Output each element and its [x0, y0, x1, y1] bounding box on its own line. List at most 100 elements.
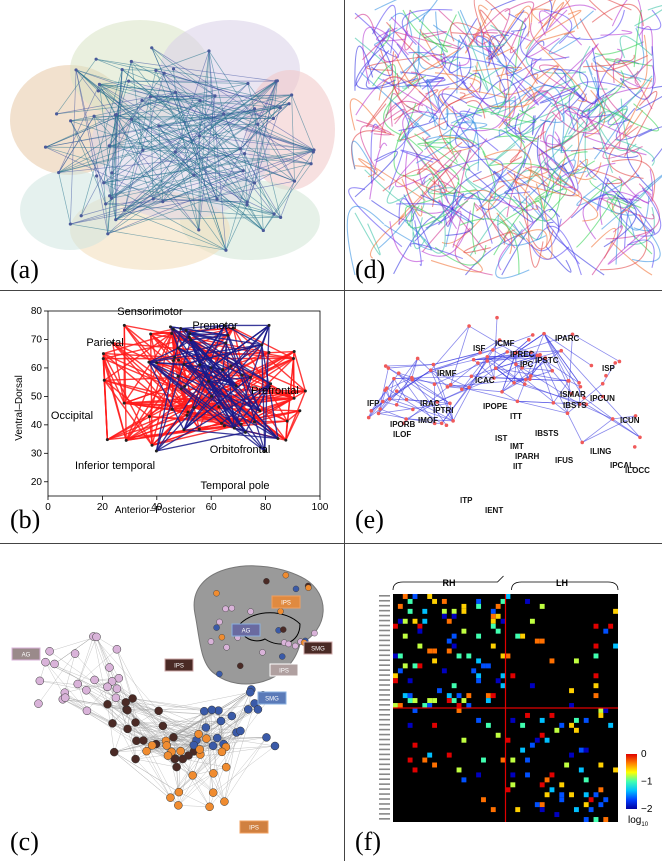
graph-node	[184, 751, 193, 760]
region-node	[187, 335, 191, 339]
labeled-network-node	[497, 338, 502, 342]
network-node	[92, 114, 96, 118]
labeled-network-node	[404, 417, 408, 421]
y-tick-label: 80	[31, 306, 43, 317]
vertical-divider	[344, 0, 345, 861]
region-node	[226, 333, 230, 337]
network-node	[173, 90, 178, 95]
region-node	[240, 373, 244, 377]
network-node	[43, 145, 48, 149]
region-node	[182, 428, 186, 432]
network-node	[241, 169, 245, 173]
graph-node	[166, 793, 175, 802]
graph-node	[200, 706, 209, 716]
graph-node	[270, 741, 280, 751]
region-node	[292, 350, 296, 354]
row-label	[379, 773, 390, 776]
labeled-network-node	[469, 374, 474, 379]
network-node	[162, 71, 166, 75]
region-node	[243, 430, 247, 434]
region-node	[186, 410, 190, 414]
labeled-network-node	[570, 332, 575, 337]
region-node	[210, 394, 214, 398]
graph-node	[194, 729, 203, 739]
graph-node	[227, 711, 237, 721]
labeled-network-node	[543, 356, 548, 360]
graph-node	[92, 632, 101, 642]
graph-node	[221, 762, 231, 772]
labeled-network-node	[467, 324, 471, 328]
network-node	[97, 82, 102, 86]
graph-node	[158, 721, 168, 731]
labeled-network-node	[401, 421, 406, 426]
cortex-node	[292, 642, 299, 650]
network-node	[110, 171, 114, 175]
area-label-box	[239, 820, 269, 834]
region-node	[197, 427, 201, 431]
region-label: Inferior temporal	[75, 460, 155, 472]
colorbar-unit: log10	[628, 815, 649, 828]
labeled-network-node	[415, 356, 420, 361]
labeled-network-node	[522, 382, 527, 386]
cortex-node	[279, 653, 286, 660]
cortex-node	[292, 585, 300, 593]
region-node	[224, 341, 228, 345]
labeled-network-node	[387, 397, 392, 401]
graph-node	[82, 706, 92, 716]
panel-d-tractography: (d)	[345, 0, 662, 290]
cortex-node	[216, 670, 223, 678]
labeled-network-node	[529, 374, 533, 378]
network-node	[94, 57, 98, 61]
area-label: AG	[242, 629, 251, 635]
graph-node	[34, 699, 43, 708]
x-tick-label: 60	[206, 502, 218, 513]
region-node	[258, 409, 262, 413]
cortex-node	[228, 604, 235, 612]
network-node	[108, 194, 112, 198]
row-label	[379, 694, 390, 696]
row-label	[379, 818, 390, 820]
labeled-network-node	[610, 417, 615, 421]
labeled-network-edges	[368, 317, 641, 443]
labeled-network-node	[394, 389, 399, 393]
graph-node	[202, 734, 211, 743]
cortex-node	[280, 626, 287, 633]
node-label: lTP	[460, 496, 473, 505]
network-node	[173, 150, 177, 154]
graph-node	[172, 762, 181, 772]
labeled-network-node	[386, 366, 391, 370]
region-node	[147, 415, 151, 419]
cortex-node	[311, 629, 318, 637]
x-tick-label: 80	[260, 502, 272, 513]
row-label	[379, 783, 390, 785]
region-node	[177, 358, 181, 362]
labeled-network-node	[604, 373, 608, 378]
labeled-network-node	[512, 380, 516, 385]
region-label: Occipital	[51, 410, 93, 422]
region-node	[285, 419, 289, 423]
region-node	[269, 382, 273, 386]
network-node	[245, 203, 249, 207]
labeled-network-node	[381, 399, 385, 404]
graph-node	[121, 698, 131, 707]
network-node	[271, 116, 275, 121]
graph-node	[50, 659, 59, 669]
node-label: lPSTC	[535, 356, 559, 365]
labeled-network-node	[448, 382, 453, 387]
labeled-network-node	[494, 366, 498, 371]
node-label: lMOF	[418, 416, 438, 425]
row-label	[379, 728, 390, 731]
graph-node	[201, 723, 211, 732]
region-node	[248, 375, 252, 379]
graph-node	[123, 705, 132, 715]
region-node	[220, 421, 224, 425]
cortex-node	[218, 634, 226, 641]
labeled-network-node	[467, 385, 471, 390]
labeled-network-node	[439, 421, 444, 426]
cortex-node	[285, 640, 292, 648]
graph-node	[243, 705, 253, 714]
graph-node	[205, 802, 214, 812]
labeled-network-node	[495, 315, 499, 320]
network-node	[106, 232, 110, 236]
network-node	[171, 67, 176, 71]
